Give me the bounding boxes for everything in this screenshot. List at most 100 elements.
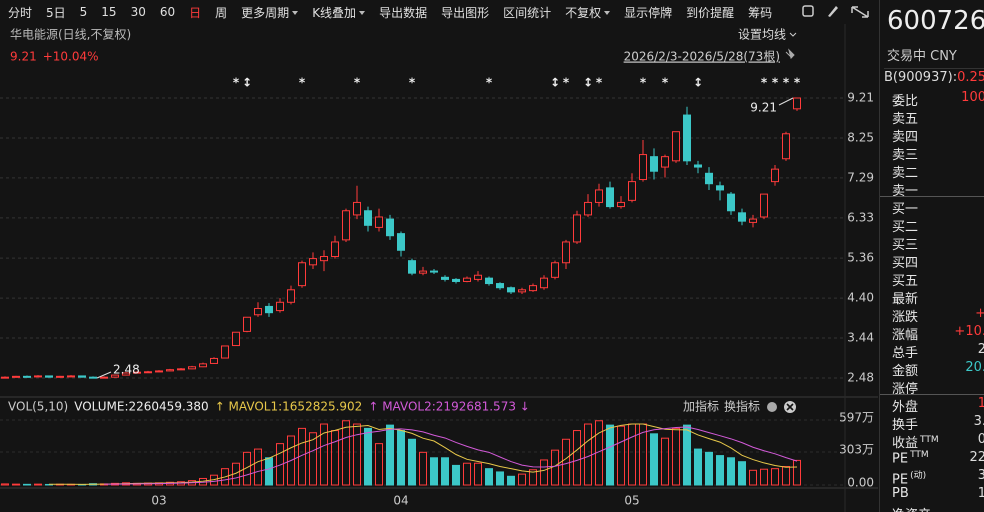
toolbar-item[interactable]: 不复权 (565, 4, 610, 21)
volume-bar (34, 483, 42, 486)
volume-bar (309, 432, 317, 486)
quote-label-sup: TTM (920, 434, 939, 445)
quote-label: 买一 (892, 198, 918, 217)
toolbar-item[interactable]: 15 (101, 5, 117, 19)
volume-bar (485, 468, 493, 486)
vol-ma-line (48, 423, 798, 485)
candle-body (628, 181, 636, 201)
candle-body (606, 187, 614, 208)
event-marker: * (409, 76, 416, 90)
quote-label: 卖二 (892, 162, 918, 181)
toolbar-item[interactable]: 周 (215, 5, 228, 20)
high-pointer (778, 97, 794, 106)
toolbar-item[interactable]: 更多周期 (241, 4, 298, 21)
volume-bar (661, 437, 669, 486)
toolbar-icons[interactable] (802, 5, 869, 18)
quote-label-text: 涨幅 (892, 328, 919, 343)
gear-icon[interactable] (767, 402, 777, 412)
indicator-buttons[interactable]: 加指标 换指标 (683, 399, 796, 414)
ma-setting[interactable]: 设置均线 (738, 28, 786, 42)
event-marker: * (662, 76, 669, 90)
quote-row: 卖二 (880, 161, 984, 181)
toolbar-item[interactable]: 分时 (8, 5, 33, 20)
candle-body (661, 156, 669, 168)
candle-body (199, 363, 207, 368)
event-marker: * (354, 76, 361, 90)
toolbar: 分时 5日 5 15 30 60 日周更多周期 K线叠加 导出数据 导出图形 区间统计 不复权 显示停牌… (0, 0, 886, 24)
pin-icon[interactable] (785, 48, 795, 59)
date-range[interactable]: 2026/2/3-2026/5/28(73根) (624, 50, 780, 64)
volume-bar (705, 451, 713, 486)
quote-label-text: 最新 (892, 292, 919, 307)
quote-value: 1 (978, 486, 984, 501)
quote-label: 涨停 (892, 378, 918, 397)
volume-bar (573, 430, 581, 486)
volume-bar (12, 483, 20, 486)
quote-label-text: 总手 (892, 346, 919, 361)
toolbar-item[interactable]: 5日 (46, 5, 66, 20)
quote-label: 买二 (892, 216, 918, 235)
x-tick-label: 04 (393, 494, 408, 508)
volume-bar (584, 423, 592, 486)
volume-bar (694, 448, 702, 486)
quote-label: PB (892, 486, 909, 501)
toolbar-item[interactable]: K线叠加 (312, 4, 365, 21)
toolbar-item[interactable]: 筹码 (748, 5, 773, 20)
candle-body (595, 189, 603, 203)
chart-title: 华电能源(日线,不复权) (10, 28, 131, 42)
y-tick-label: 8.25 (847, 130, 874, 144)
candle-body (364, 210, 372, 226)
volume-bar (540, 459, 548, 486)
candle-body (639, 154, 647, 181)
brush-icon[interactable] (828, 6, 838, 17)
quote-label-sup: TTM (910, 450, 929, 460)
change-percent: +10.04% (43, 50, 99, 64)
toolbar-item[interactable]: 显示停牌 (624, 5, 673, 20)
quote-value: 1 (978, 396, 984, 411)
candle-body (23, 375, 31, 378)
volume-bar (386, 424, 394, 486)
candle-body (562, 241, 570, 264)
volume-bar (463, 462, 471, 486)
y-tick-label: 9.21 (847, 91, 874, 105)
vol-value: VOLUME:2260459.380 (74, 400, 208, 414)
toolbar-item[interactable]: 日 (189, 5, 202, 20)
quote-row: 涨跌 + (880, 305, 984, 325)
expand-icon[interactable] (851, 6, 869, 18)
toolbar-item[interactable]: 导出图形 (441, 5, 490, 20)
quote-label: 买三 (892, 234, 918, 253)
b-share: B(900937):0.256 (884, 68, 984, 85)
quote-separator (880, 196, 984, 197)
quote-label: 卖四 (892, 126, 918, 145)
quote-row: 卖三 (880, 143, 984, 163)
toolbar-item[interactable]: 30 (130, 5, 146, 19)
quote-row: PB 1 (880, 485, 984, 503)
quote-label: PE TTM (892, 450, 929, 466)
toolbar-item[interactable]: 区间统计 (503, 5, 552, 20)
toolbar-item[interactable]: 5 (79, 5, 88, 19)
toolbar-item[interactable]: 到价提醒 (686, 5, 735, 20)
quote-label: 卖一 (892, 180, 918, 199)
switch-indicator[interactable]: 换指标 (724, 399, 760, 414)
toolbar-item[interactable]: 导出数据 (379, 5, 428, 20)
toolbar-item[interactable]: 60 (159, 5, 176, 19)
quote-label-text: 涨跌 (892, 310, 919, 325)
candle-body (705, 172, 713, 185)
add-indicator[interactable]: 加指标 (683, 399, 719, 414)
event-marker: * (299, 76, 306, 90)
candle-body (34, 375, 42, 378)
candle-body (133, 371, 141, 374)
quote-label-text: 买三 (892, 238, 919, 253)
candle-body (111, 374, 119, 378)
candle-body (298, 262, 306, 287)
quote-row: 卖四 (880, 125, 984, 145)
volume-bar (419, 451, 427, 486)
volume-bar (617, 425, 625, 486)
event-marker: * (761, 76, 768, 90)
y-tick-label: 7.29 (847, 170, 874, 184)
quote-label-text: 收益 (892, 436, 919, 451)
high-label: 9.21 (750, 101, 777, 115)
candle-body (518, 289, 526, 293)
settings-icon[interactable] (802, 5, 814, 17)
